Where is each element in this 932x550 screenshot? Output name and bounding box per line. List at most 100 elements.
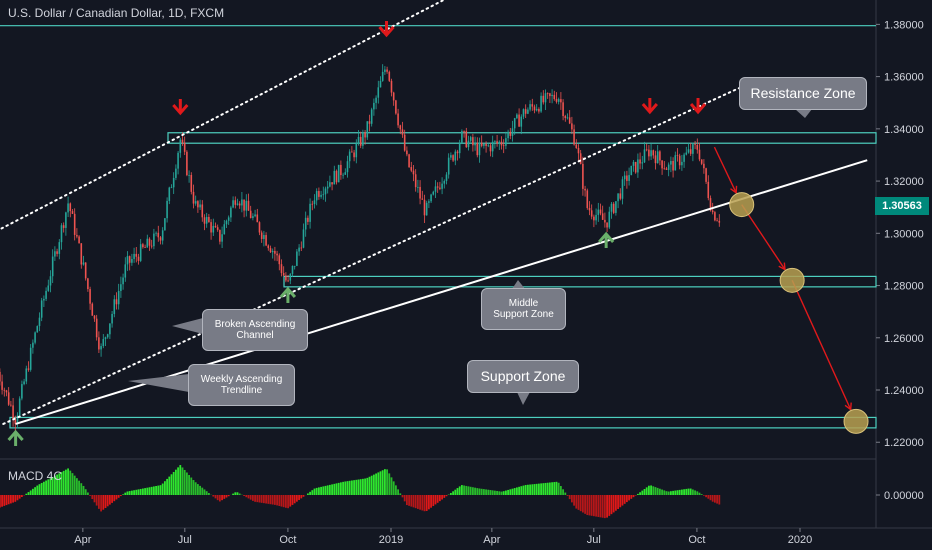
candle-body <box>249 210 252 218</box>
candle-body <box>683 154 685 162</box>
macd-bar <box>632 495 635 498</box>
candle-body <box>472 137 474 146</box>
candle-body <box>58 242 61 254</box>
candle-body <box>364 132 366 138</box>
macd-bar <box>518 486 520 495</box>
macd-bar <box>482 489 485 495</box>
candle-body <box>69 203 72 212</box>
macd-bar <box>485 489 487 495</box>
candle-body <box>194 201 197 204</box>
macd-bar <box>408 495 410 506</box>
macd-bar <box>592 495 595 517</box>
macd-bar <box>386 469 388 495</box>
candle-body <box>296 251 298 266</box>
macd-bar <box>291 495 294 505</box>
candle-body <box>344 172 347 175</box>
candle-body <box>3 389 6 391</box>
candle-body <box>417 186 419 188</box>
candle-body <box>571 123 573 130</box>
candle-body <box>150 245 153 247</box>
macd-bar <box>524 484 527 495</box>
candle-body <box>531 104 534 107</box>
macd-bar <box>449 492 452 495</box>
candle-body <box>698 149 701 160</box>
macd-bar <box>656 487 659 495</box>
macd-bar <box>718 495 721 505</box>
candle-body <box>663 168 666 170</box>
macd-bar <box>478 488 481 495</box>
candle-body <box>115 299 118 305</box>
macd-bar <box>232 493 234 495</box>
candle-body <box>419 186 421 199</box>
candle-body <box>384 69 386 72</box>
macd-bar <box>260 495 263 503</box>
candle-body <box>67 203 69 213</box>
candle-body <box>390 80 393 93</box>
candle-body <box>709 198 712 211</box>
macd-bar <box>69 470 72 495</box>
candle-body <box>632 161 635 166</box>
candle-body <box>333 170 336 185</box>
y-tick-label: 1.22000 <box>884 437 924 449</box>
macd-bar <box>155 485 157 495</box>
candle-body <box>254 214 256 217</box>
candle-body <box>287 280 289 282</box>
macd-bar <box>570 495 573 503</box>
macd-bar <box>394 485 397 495</box>
macd-bar <box>458 486 461 495</box>
candle-body <box>716 220 718 222</box>
candle-body <box>260 232 263 239</box>
macd-bar <box>49 478 52 495</box>
candle-body <box>637 159 639 173</box>
macd-bar <box>696 491 699 495</box>
macd-bar <box>579 495 582 512</box>
macd-bar <box>238 493 241 495</box>
candle-body <box>395 100 397 114</box>
macd-bar <box>225 495 228 498</box>
down-arrow-head <box>172 104 189 116</box>
candle-body <box>703 163 705 169</box>
candle-body <box>516 114 518 119</box>
macd-bar <box>564 492 567 495</box>
candle-body <box>161 230 164 241</box>
candle-body <box>357 136 360 144</box>
macd-bar <box>403 495 406 502</box>
candle-body <box>439 187 441 189</box>
macd-bar <box>216 495 219 501</box>
candle-body <box>670 160 672 165</box>
candle-body <box>318 191 320 197</box>
channel-lower <box>2 78 760 425</box>
macd-bar <box>342 481 344 495</box>
macd-bar <box>152 486 155 495</box>
candle-body <box>714 212 716 221</box>
candle-body <box>553 94 556 100</box>
macd-bar <box>540 483 542 495</box>
candle-body <box>243 199 245 211</box>
macd-bar <box>18 495 21 499</box>
up-arrow-head <box>598 231 615 243</box>
macd-bar <box>122 494 124 495</box>
projection-line <box>713 146 737 194</box>
candle-body <box>551 94 553 97</box>
macd-bar <box>42 481 45 495</box>
candle-body <box>181 139 184 143</box>
candle-body <box>164 218 166 231</box>
macd-bar <box>502 491 505 495</box>
candle-body <box>274 250 276 254</box>
macd-bar <box>412 495 415 508</box>
macd-bar <box>634 495 637 496</box>
macd-bar <box>91 495 94 500</box>
candle-body <box>326 186 329 189</box>
macd-bar <box>324 485 327 495</box>
macd-bar <box>157 485 160 495</box>
candle-body <box>379 80 382 88</box>
candle-body <box>168 187 171 201</box>
macd-bar <box>67 468 69 495</box>
candle-body <box>186 151 188 176</box>
macd-bar <box>38 484 41 495</box>
macd-bar <box>504 490 507 495</box>
candle-body <box>76 234 78 237</box>
candle-body <box>630 165 633 176</box>
candle-body <box>175 168 177 178</box>
candle-body <box>467 140 470 148</box>
